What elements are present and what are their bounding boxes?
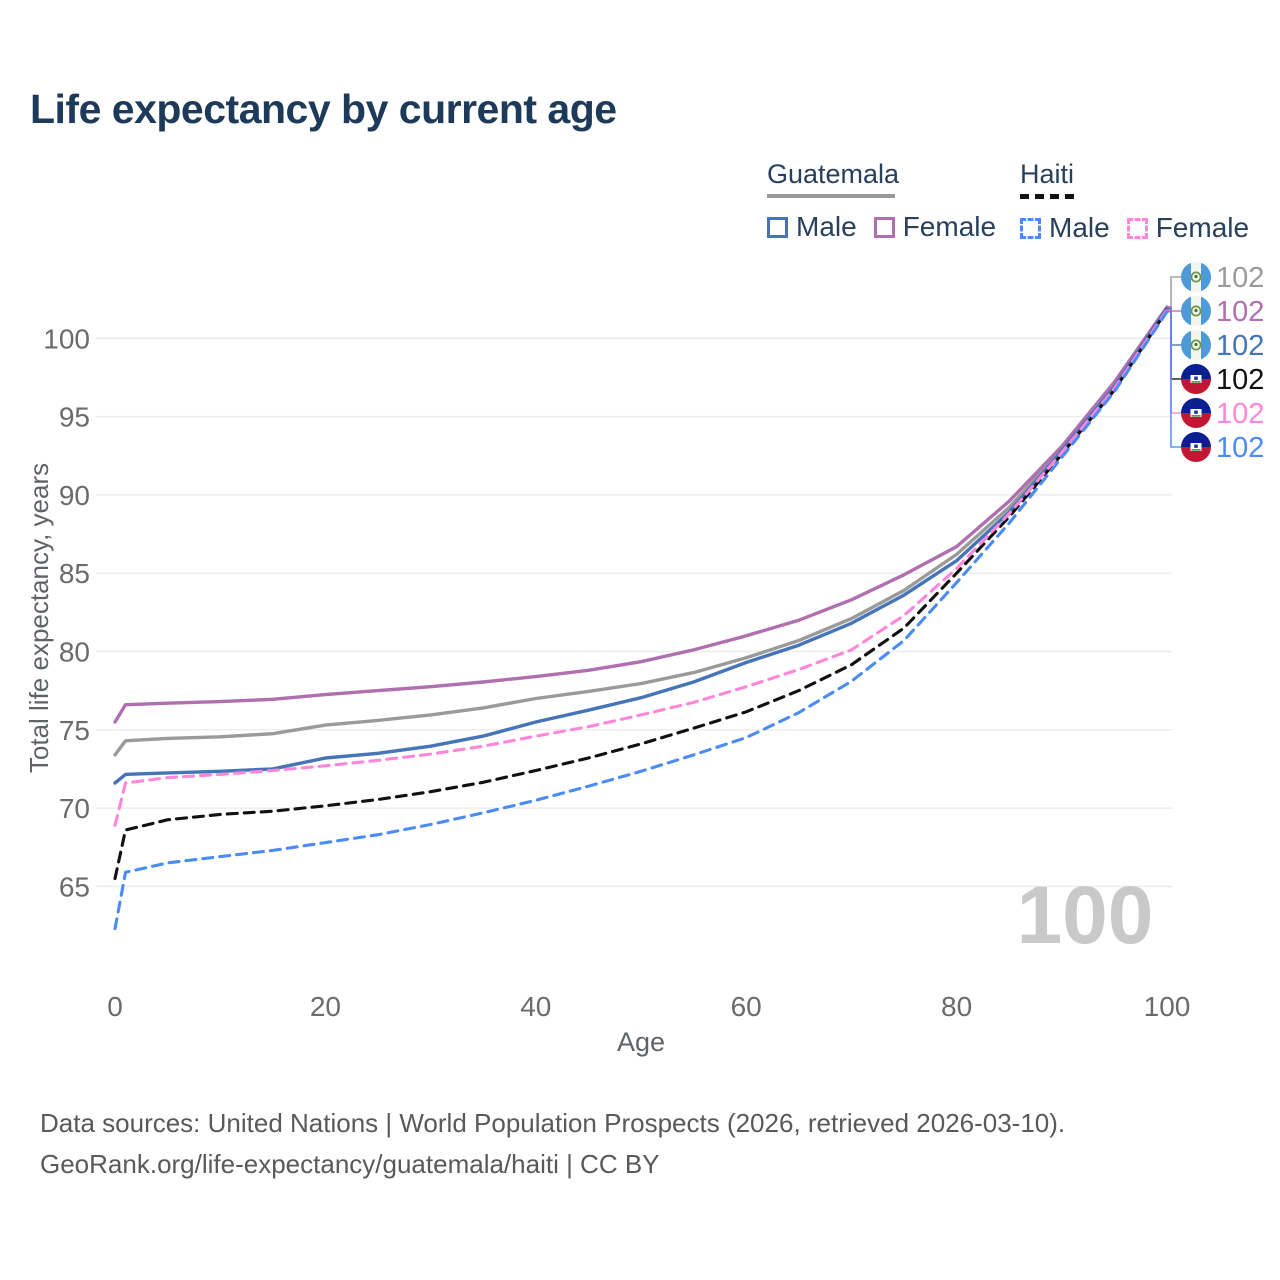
guatemala-male-label: Male	[796, 211, 857, 242]
flag-emblem-dot	[1194, 444, 1198, 448]
flag-band	[1181, 379, 1211, 394]
flag-art	[1181, 262, 1211, 292]
guatemala-female-label: Female	[902, 211, 997, 242]
haiti-male-label: Male	[1049, 212, 1110, 243]
flag-art	[1181, 364, 1211, 394]
flag-emblem-dot	[1194, 410, 1198, 414]
end-connector	[1167, 310, 1181, 448]
flag-band	[1181, 432, 1211, 447]
haiti-flag-icon	[1181, 364, 1211, 394]
guatemala-flag-icon	[1181, 330, 1211, 360]
x-axis-title: Age	[617, 1027, 665, 1057]
legend-item-guatemala-male: Male	[767, 211, 857, 243]
guatemala-flag-icon	[1181, 296, 1211, 326]
flag-band	[1181, 447, 1211, 462]
source-url-line[interactable]: GeoRank.org/life-expectancy/guatemala/ha…	[40, 1149, 660, 1179]
y-tick-label: 65	[59, 871, 90, 902]
flag-band	[1201, 296, 1211, 326]
end-value-label-guatemala-both-sexes: 102	[1216, 262, 1264, 294]
guatemala-male-swatch-icon	[767, 216, 788, 238]
x-tick-label: 40	[520, 991, 551, 1022]
y-tick-label: 100	[43, 323, 90, 354]
y-tick-label: 85	[59, 558, 90, 589]
series-line-haiti-male	[113, 310, 1169, 931]
flag-emblem-dot	[1194, 274, 1198, 279]
legend-item-haiti-female: Female	[1126, 212, 1250, 244]
x-tick-label: 100	[1144, 991, 1191, 1022]
flag-band	[1181, 330, 1191, 360]
flag-art	[1181, 296, 1211, 326]
flag-emblem-base	[1191, 415, 1201, 417]
guatemala-flag-icon	[1181, 262, 1211, 292]
legend-row-haiti: Male Female	[1020, 212, 1249, 244]
flag-emblem-base	[1191, 381, 1201, 383]
x-tick-label: 0	[107, 991, 123, 1022]
end-value-label-haiti-male: 102	[1216, 432, 1264, 464]
flag-art	[1181, 330, 1211, 360]
y-tick-label: 80	[59, 637, 90, 668]
flag-band	[1201, 262, 1211, 292]
series-line-guatemala-male	[113, 306, 1169, 785]
legend-group-guatemala: Guatemala Male Female	[767, 160, 996, 243]
x-tick-label: 80	[941, 991, 972, 1022]
legend-country-guatemala: Guatemala	[767, 159, 900, 189]
y-tick-label: 70	[59, 793, 90, 824]
footer: Data sources: United Nations | World Pop…	[40, 1103, 1065, 1185]
end-value-label-guatemala-male: 102	[1216, 330, 1264, 362]
flag-band	[1181, 413, 1211, 428]
page-title: Life expectancy by current age	[30, 86, 617, 132]
legend-item-haiti-male: Male	[1020, 212, 1110, 244]
series-line-guatemala-both-sexes	[113, 306, 1169, 757]
y-axis-title: Total life expectancy, years	[24, 463, 54, 773]
flag-band	[1181, 296, 1191, 326]
legend-row-guatemala: Male Female	[767, 211, 996, 243]
haiti-female-swatch-icon	[1126, 217, 1148, 239]
current-age-watermark: 100	[1017, 870, 1154, 961]
series-line-haiti-both-sexes	[113, 308, 1169, 881]
flag-emblem	[1190, 305, 1202, 317]
flag-band	[1181, 262, 1191, 292]
flag-art	[1181, 398, 1211, 428]
haiti-flag-icon	[1181, 398, 1211, 428]
end-value-label-guatemala-female: 102	[1216, 296, 1264, 328]
legend-country-haiti: Haiti	[1020, 159, 1075, 189]
series-line-guatemala-female	[113, 305, 1169, 724]
flag-band	[1181, 398, 1211, 413]
flag-emblem	[1190, 339, 1202, 351]
y-tick-label: 75	[59, 715, 90, 746]
y-tick-label: 95	[59, 402, 90, 433]
end-connector	[1167, 307, 1181, 346]
series-line-haiti-female	[113, 308, 1169, 827]
haiti-female-label: Female	[1155, 212, 1250, 243]
haiti-flag-icon	[1181, 432, 1211, 462]
data-sources-line: Data sources: United Nations | World Pop…	[40, 1108, 1066, 1138]
haiti-male-swatch-icon	[1020, 217, 1041, 239]
end-connector	[1167, 309, 1181, 414]
end-value-label-haiti-female: 102	[1216, 398, 1264, 430]
flag-emblem-base	[1191, 449, 1201, 451]
legend-item-guatemala-female: Female	[873, 211, 997, 243]
x-tick-label: 20	[310, 991, 341, 1022]
x-tick-label: 60	[731, 991, 762, 1022]
flag-art	[1181, 432, 1211, 462]
end-connector	[1167, 276, 1181, 310]
haiti-both-line-swatch-icon	[1020, 194, 1078, 199]
flag-band	[1201, 330, 1211, 360]
flag-emblem-dot	[1194, 376, 1198, 380]
legend-group-haiti: Haiti Male Female	[1020, 160, 1249, 244]
flag-band	[1181, 364, 1211, 379]
flag-emblem	[1190, 271, 1202, 283]
guatemala-both-line-swatch-icon	[767, 194, 895, 198]
flag-emblem-dot	[1194, 308, 1198, 313]
guatemala-female-swatch-icon	[873, 216, 895, 238]
end-value-label-haiti-both-sexes: 102	[1216, 364, 1264, 396]
flag-emblem-dot	[1194, 342, 1198, 347]
y-tick-label: 90	[59, 480, 90, 511]
